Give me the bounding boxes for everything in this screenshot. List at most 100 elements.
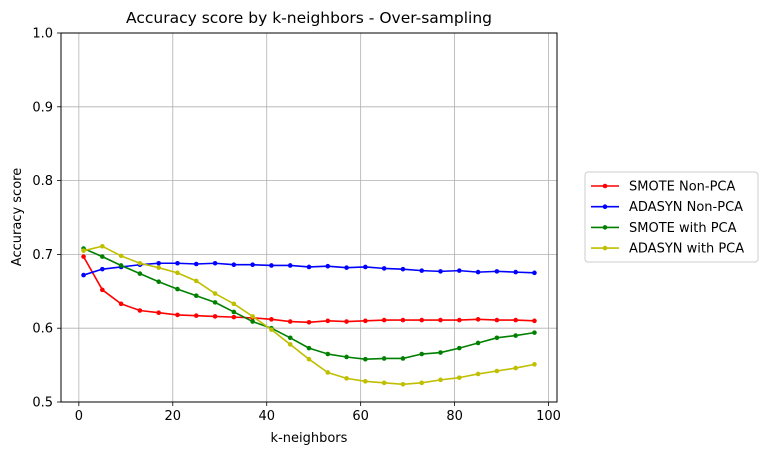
data-point [250, 319, 255, 324]
y-axis-label: Accuracy score [10, 168, 25, 266]
data-point [325, 370, 331, 375]
x-tick-label: 80 [446, 409, 463, 424]
axis-ticks: 0 20 40 60 80 100 0.5 0.6 0.7 0.8 0.9 1.0 [32, 27, 561, 425]
data-point [118, 263, 124, 268]
data-point [193, 293, 199, 299]
data-point [175, 270, 180, 276]
legend-box [584, 171, 759, 263]
data-point [250, 314, 255, 319]
data-point [363, 356, 368, 362]
legend-label: ADASYN with PCA [629, 242, 744, 257]
data-point [457, 375, 462, 380]
data-point [344, 319, 349, 324]
data-point [513, 333, 518, 338]
x-axis-label: k-neighbors [271, 431, 348, 446]
data-point [381, 380, 387, 386]
data-point [344, 376, 349, 381]
series-group [81, 243, 537, 387]
data-point [532, 270, 537, 276]
data-point [100, 254, 105, 259]
data-point [475, 340, 481, 346]
series-adasyn-with-pca [81, 243, 537, 387]
x-tick-label: 20 [165, 409, 182, 424]
legend-item: SMOTE Non-PCA [591, 180, 736, 195]
data-point [100, 266, 105, 272]
data-point [400, 266, 406, 272]
data-point [156, 260, 161, 266]
data-point [287, 319, 293, 324]
data-point [532, 330, 537, 335]
data-point [494, 317, 500, 323]
data-point [212, 314, 218, 319]
data-point [81, 248, 86, 254]
x-tick-label: 0 [75, 409, 83, 424]
data-point [344, 354, 349, 360]
data-point [363, 379, 368, 384]
data-point [250, 262, 255, 268]
data-point [325, 263, 331, 269]
data-point [400, 356, 406, 361]
data-point [438, 269, 443, 274]
data-point [231, 301, 237, 307]
legend-swatch-marker [602, 245, 608, 251]
data-point [156, 279, 161, 285]
x-tick-label: 40 [258, 409, 275, 424]
data-point [156, 310, 161, 316]
data-point [419, 351, 425, 357]
data-point [419, 317, 425, 323]
data-point [231, 314, 237, 320]
data-point [269, 263, 274, 268]
legend-swatch-marker [602, 204, 608, 209]
y-tick-label: 0.9 [32, 100, 53, 115]
data-point [156, 265, 161, 270]
data-point [475, 317, 481, 322]
data-point [193, 261, 199, 267]
data-point [269, 327, 274, 332]
data-point [193, 313, 199, 318]
legend-label: SMOTE with PCA [629, 221, 737, 236]
data-point [212, 300, 218, 305]
data-point [475, 269, 481, 275]
y-tick-label: 0.6 [32, 322, 53, 337]
data-point [532, 318, 537, 324]
data-point [438, 377, 443, 383]
x-tick-label: 100 [536, 409, 561, 424]
y-tick-label: 0.8 [32, 174, 53, 189]
data-point [175, 312, 180, 318]
x-tick-label: 60 [352, 409, 369, 424]
legend-item: ADASYN with PCA [591, 242, 744, 257]
data-point [513, 269, 518, 275]
data-point [419, 268, 425, 273]
data-point [381, 266, 387, 271]
plot-area-frame [60, 32, 558, 403]
data-point [532, 362, 537, 367]
data-point [306, 345, 312, 351]
data-point [175, 286, 180, 292]
data-point [438, 317, 443, 323]
grid [61, 32, 557, 403]
data-point [494, 368, 500, 374]
data-point [81, 254, 86, 259]
data-point [287, 342, 293, 347]
data-point [287, 335, 293, 341]
data-point [381, 356, 387, 361]
data-point [438, 350, 443, 355]
data-point [325, 318, 331, 324]
data-point [419, 380, 425, 386]
series-smote-with-pca [81, 246, 537, 362]
legend: SMOTE Non-PCA ADASYN Non-PCA SMOTE with PC… [584, 171, 759, 263]
data-point [513, 365, 518, 371]
data-point [494, 269, 500, 274]
data-point [137, 260, 143, 266]
data-point [306, 356, 312, 362]
data-point [475, 371, 481, 377]
y-tick-label: 0.7 [32, 248, 53, 263]
y-tick-label: 0.5 [32, 396, 53, 411]
chart-title: Accuracy score by k-neighbors - Over-sam… [126, 9, 492, 27]
data-point [287, 263, 293, 268]
data-point [118, 253, 124, 259]
data-point [344, 265, 349, 270]
data-point [212, 260, 218, 266]
data-point [81, 272, 86, 278]
data-point [457, 268, 462, 273]
